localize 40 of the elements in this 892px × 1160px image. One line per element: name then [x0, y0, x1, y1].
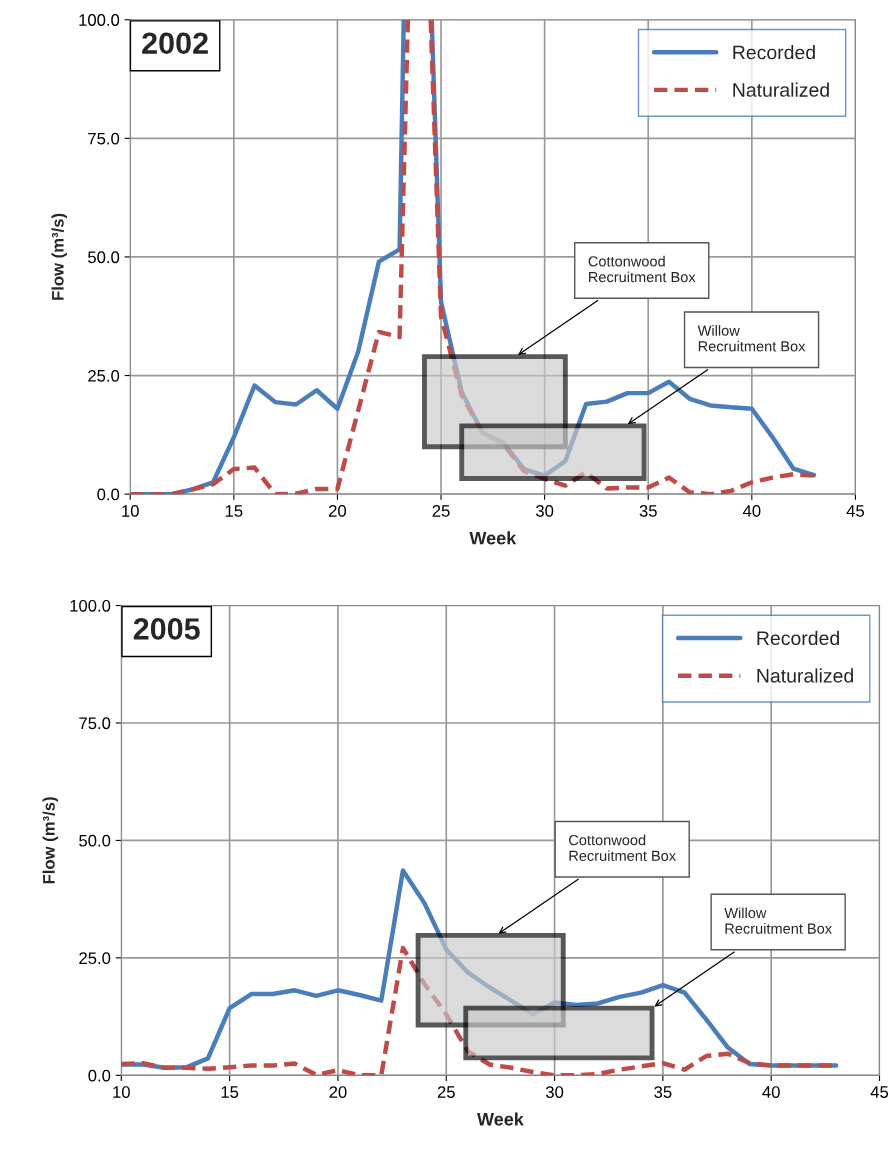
x-tick-label: 25	[437, 1086, 455, 1098]
x-tick-label: 20	[329, 505, 347, 517]
x-tick-label: 20	[329, 1086, 347, 1098]
y-tick-label: 100.0	[79, 14, 120, 26]
x-tick-label: 10	[122, 505, 139, 517]
x-tick-label: 45	[846, 505, 864, 517]
annotation: Willow Recruitment Box	[697, 325, 806, 352]
y-tick-label: 75.0	[88, 132, 120, 145]
y-axis-title: Flow (m³/s)	[42, 797, 59, 884]
annotation: Cottonwood Recruitment Box	[569, 834, 676, 861]
y-tick-label: 50.0	[79, 834, 111, 847]
x-tick-label: 40	[762, 1086, 780, 1098]
y-tick-label: 25.0	[88, 369, 120, 382]
y-tick-label: 25.0	[79, 952, 111, 965]
y-tick-label: 100.0	[70, 599, 111, 612]
y-tick-label: 75.0	[79, 717, 111, 730]
annotation: Willow Recruitment Box	[724, 907, 832, 934]
x-tick-label: 10	[113, 1086, 130, 1098]
legend-label: Naturalized	[733, 82, 829, 97]
x-tick-label: 15	[225, 505, 243, 517]
legend-label: Naturalized	[757, 668, 853, 683]
x-tick-label: 25	[432, 505, 450, 517]
chart-title: 2002	[142, 32, 208, 55]
y-tick-label: 0.0	[97, 488, 120, 501]
x-tick-label: 35	[639, 505, 657, 517]
legend-label: Recorded	[733, 45, 815, 60]
x-axis-title: Week	[477, 1112, 524, 1126]
chart-title: 2005	[133, 618, 200, 640]
x-tick-label: 15	[221, 1086, 239, 1098]
y-tick-label: 50.0	[88, 251, 120, 264]
x-axis-title: Week	[469, 531, 517, 545]
annotation: Cottonwood Recruitment Box	[588, 255, 696, 283]
x-tick-label: 45	[870, 1086, 889, 1098]
y-tick-label: 0.0	[88, 1069, 111, 1082]
y-axis-title: Flow (m³/s)	[51, 213, 67, 300]
x-tick-label: 30	[545, 1086, 564, 1098]
x-tick-label: 35	[654, 1086, 672, 1098]
x-tick-label: 30	[536, 505, 554, 517]
x-tick-label: 40	[742, 505, 761, 517]
legend-label: Recorded	[757, 630, 839, 646]
